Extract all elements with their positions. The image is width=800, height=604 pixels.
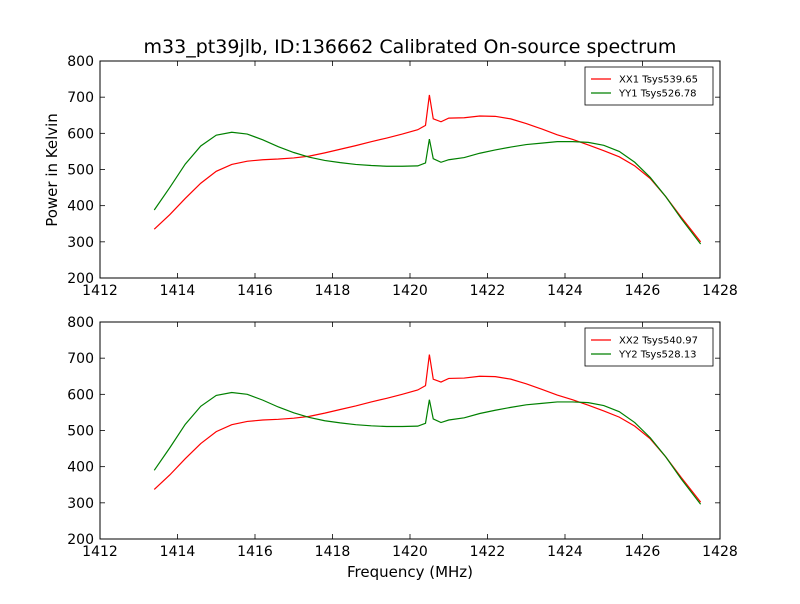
top-y-tick-label: 300 <box>67 235 94 251</box>
top-x-tick-label: 1414 <box>160 283 196 299</box>
bottom-y-tick-label: 600 <box>67 387 94 403</box>
top-x-tick-label: 1418 <box>315 283 351 299</box>
bottom-series-line-1 <box>153 354 702 503</box>
x-axis-label: Frequency (MHz) <box>347 563 473 581</box>
top-y-tick-label: 500 <box>67 163 94 179</box>
bottom-y-tick-label: 400 <box>67 460 94 476</box>
top-x-tick-label: 1422 <box>470 283 506 299</box>
bottom-x-tick-label: 1428 <box>702 544 738 560</box>
top-x-tick-label: 1420 <box>392 283 428 299</box>
bottom-legend-box <box>584 327 714 367</box>
top-y-tick-label: 700 <box>67 90 94 106</box>
bottom-y-tick-label: 700 <box>67 351 94 367</box>
bottom-x-tick-label: 1412 <box>82 544 118 560</box>
bottom-y-tick-label: 500 <box>67 424 94 440</box>
top-x-tick-label: 1426 <box>625 283 661 299</box>
bottom-x-tick-label: 1416 <box>237 544 273 560</box>
top-legend-label-1: XX1 Tsys539.65 <box>619 75 698 86</box>
y-axis-label: Power in Kelvin <box>43 113 61 227</box>
bottom-legend-label-1: XX2 Tsys540.97 <box>619 336 698 347</box>
bottom-x-tick-label: 1422 <box>470 544 506 560</box>
top-y-tick-label: 600 <box>67 126 94 142</box>
figure-title: m33_pt39jlb, ID:136662 Calibrated On-sou… <box>144 36 677 58</box>
bottom-spectrum-panel: 1412 1414 1416 1418 1420 1422 1424 1426 1428 200 3… <box>67 315 738 560</box>
top-x-tick-label: 1412 <box>82 283 118 299</box>
top-axes-frame <box>99 60 721 279</box>
bottom-x-tick-label: 1424 <box>547 544 583 560</box>
bottom-x-tick-label: 1426 <box>625 544 661 560</box>
top-x-tick-label: 1416 <box>237 283 273 299</box>
bottom-x-tick-label: 1420 <box>392 544 428 560</box>
top-y-tick-label: 400 <box>67 199 94 215</box>
top-legend-box <box>584 66 714 106</box>
top-series-line-2 <box>153 131 702 245</box>
bottom-axes-frame <box>99 321 721 540</box>
bottom-series-line-2 <box>153 391 702 505</box>
top-legend-label-2: YY1 Tsys526.78 <box>618 89 697 100</box>
bottom-x-tick-label: 1418 <box>315 544 351 560</box>
bottom-x-tick-label: 1414 <box>160 544 196 560</box>
top-x-tick-label: 1428 <box>702 283 738 299</box>
top-series-line-1 <box>153 94 702 243</box>
top-y-tick-label: 200 <box>67 271 94 287</box>
bottom-y-tick-label: 800 <box>67 315 94 331</box>
top-spectrum-panel: 1412 1414 1416 1418 1420 1422 1424 1426 1428 200 3… <box>67 54 738 299</box>
top-y-tick-label: 800 <box>67 54 94 70</box>
bottom-y-tick-label: 200 <box>67 532 94 548</box>
top-x-tick-label: 1424 <box>547 283 583 299</box>
bottom-y-tick-label: 300 <box>67 496 94 512</box>
bottom-legend-label-2: YY2 Tsys528.13 <box>618 350 697 361</box>
